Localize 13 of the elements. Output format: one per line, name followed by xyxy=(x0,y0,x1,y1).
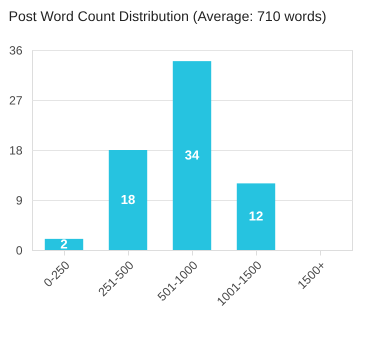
y-tick-label: 36 xyxy=(9,44,23,58)
bar xyxy=(236,183,276,250)
y-tick-label: 18 xyxy=(9,144,23,158)
data-label: 12 xyxy=(248,208,264,224)
y-tick-label: 27 xyxy=(9,94,23,108)
data-label: 34 xyxy=(184,148,200,163)
bar xyxy=(108,150,148,250)
y-tick-label: 9 xyxy=(16,194,23,208)
chart-title: Post Word Count Distribution (Average: 710 words) xyxy=(8,8,326,24)
y-tick-label: 0 xyxy=(16,244,23,258)
data-label: 2 xyxy=(60,236,68,252)
bar xyxy=(172,61,212,250)
data-label: 18 xyxy=(120,192,136,207)
